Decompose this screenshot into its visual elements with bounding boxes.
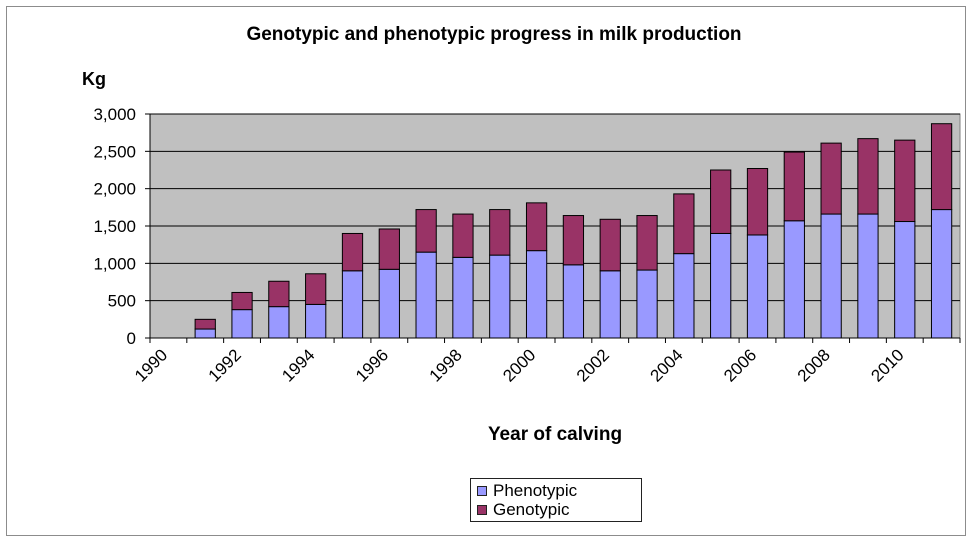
- legend-item-genotypic: Genotypic: [477, 500, 641, 519]
- bars: [194, 123, 953, 339]
- legend-swatch-phenotypic: [477, 485, 487, 496]
- bar-genotypic-2005: [710, 169, 732, 234]
- bar-genotypic-2007: [783, 151, 805, 222]
- bar-phenotypic-1993: [268, 306, 290, 339]
- bar-genotypic-2006: [746, 168, 769, 236]
- y-tick-label: 3,000: [93, 105, 136, 124]
- bar-phenotypic-2011: [930, 209, 953, 339]
- x-tick-label: 1994: [278, 345, 318, 385]
- bar-genotypic-1996: [378, 228, 400, 270]
- bar-phenotypic-2000: [525, 250, 548, 339]
- bar-genotypic-2008: [820, 142, 842, 215]
- bar-genotypic-2000: [525, 202, 548, 252]
- x-axis-label: Year of calving: [488, 424, 622, 445]
- bar-genotypic-1991: [194, 318, 216, 330]
- bar-genotypic-1992: [231, 291, 253, 311]
- bar-genotypic-2009: [857, 138, 879, 215]
- legend-swatch-genotypic: [477, 504, 487, 515]
- bar-phenotypic-2005: [710, 232, 732, 339]
- x-tick-label: 2002: [573, 345, 613, 385]
- bar-phenotypic-2007: [783, 220, 805, 339]
- bar-genotypic-1998: [452, 213, 474, 258]
- bar-phenotypic-2003: [636, 269, 658, 339]
- x-tick-label: 1998: [426, 345, 466, 385]
- bar-genotypic-1994: [305, 273, 327, 305]
- chart-title: Genotypic and phenotypic progress in mil…: [246, 24, 741, 45]
- bar-genotypic-1995: [341, 232, 364, 272]
- bar-phenotypic-1997: [415, 251, 437, 339]
- y-tick-label: 500: [108, 292, 136, 311]
- bar-phenotypic-1991: [194, 328, 216, 339]
- bar-phenotypic-1999: [489, 254, 511, 339]
- y-tick-label: 0: [127, 329, 136, 348]
- y-axis-ticks: 0 500 1,000 1,500 2,000 2,500 3,000: [93, 105, 150, 348]
- x-tick-label: 2010: [867, 345, 907, 385]
- bar-genotypic-2002: [599, 218, 621, 272]
- bar-phenotypic-2009: [857, 213, 879, 339]
- bar-genotypic-1999: [489, 209, 511, 256]
- x-tick-label: 1990: [131, 345, 171, 385]
- y-tick-label: 1,500: [93, 217, 136, 236]
- bar-phenotypic-2001: [562, 264, 585, 339]
- bar-genotypic-2004: [673, 193, 695, 255]
- bar-phenotypic-1996: [378, 268, 400, 339]
- bar-phenotypic-2004: [673, 253, 695, 339]
- y-tick-label: 2,500: [93, 142, 136, 161]
- bar-genotypic-1993: [268, 280, 290, 308]
- bar-phenotypic-1995: [341, 270, 364, 339]
- x-axis-ticks: 1990 1992 1994 1996 1998 2000 2002 2004 2006 2008…: [131, 338, 961, 386]
- chart-legend: Phenotypic Genotypic: [470, 478, 642, 522]
- legend-label-genotypic: Genotypic: [493, 499, 570, 519]
- bar-genotypic-2001: [562, 215, 585, 266]
- bar-phenotypic-2002: [599, 270, 621, 339]
- bar-genotypic-2003: [636, 215, 658, 271]
- bar-phenotypic-2010: [894, 221, 916, 339]
- y-tick-label: 2,000: [93, 180, 136, 199]
- legend-label-phenotypic: Phenotypic: [493, 480, 578, 500]
- x-tick-label: 2000: [499, 345, 539, 385]
- x-tick-label: 2006: [720, 345, 760, 385]
- x-tick-label: 2008: [794, 345, 834, 385]
- y-axis-label: Kg: [82, 69, 106, 89]
- bar-phenotypic-2008: [820, 213, 842, 339]
- x-tick-label: 1996: [352, 345, 392, 385]
- bar-phenotypic-1992: [231, 309, 253, 339]
- bar-phenotypic-1994: [305, 303, 327, 339]
- bar-genotypic-2011: [930, 123, 953, 211]
- x-tick-label: 1992: [205, 345, 245, 385]
- y-tick-label: 1,000: [93, 254, 136, 273]
- x-tick-label: 2004: [647, 345, 687, 385]
- bar-phenotypic-1998: [452, 256, 474, 339]
- bar-genotypic-1997: [415, 209, 437, 253]
- bar-genotypic-2010: [894, 139, 916, 223]
- legend-item-phenotypic: Phenotypic: [477, 481, 641, 500]
- bar-phenotypic-2006: [746, 234, 769, 339]
